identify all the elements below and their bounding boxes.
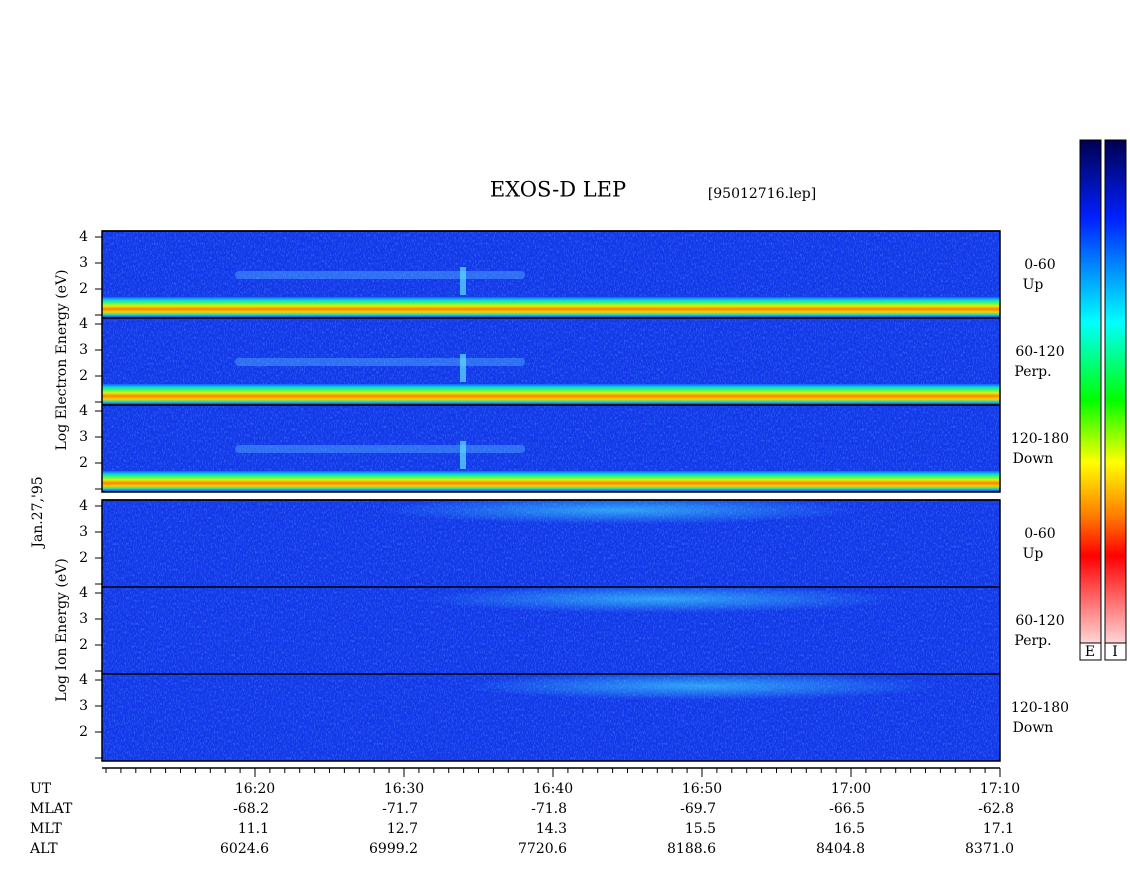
pitch-angle-label: 0-60 [1024,526,1055,542]
orbit-value: 8188.6 [667,841,716,857]
energy-tick-label: 4 [79,403,88,419]
orbit-value: 16.5 [834,821,865,837]
row-label: ALT [29,841,58,857]
orbit-value: 8404.8 [816,841,865,857]
energy-tick-label: 3 [79,255,88,271]
electron-axis-label: Log Electron Energy (eV) [54,269,70,450]
electron-stripe [102,297,1000,317]
colorbar-label: I [1112,644,1118,660]
orbit-value: -69.7 [680,801,716,817]
pitch-angle-label: 120-180 [1011,700,1069,716]
energy-tick-label: 4 [79,498,88,514]
orbit-value: 6024.6 [220,841,269,857]
energy-tick-label: 3 [79,698,88,714]
electron-stripe [102,384,1000,404]
energy-tick-label: 3 [79,524,88,540]
electron-feature [235,358,525,366]
energy-tick-label: 2 [79,368,88,384]
orbit-value: -62.8 [978,801,1014,817]
orbit-value: 12.7 [387,821,418,837]
electron-stripe [102,471,1000,491]
file-name: [95012716.lep] [708,186,816,202]
pitch-direction-label: Down [1013,720,1054,736]
row-label: UT [30,781,52,797]
colorbar-label-box [1079,642,1102,661]
orbit-value: 15.5 [685,821,716,837]
ut-label: 16:20 [235,781,275,797]
date-label: Jan.27,'95 [30,476,46,549]
orbit-value: 14.3 [536,821,567,837]
energy-tick-label: 3 [79,342,88,358]
colorbar-e [1079,139,1102,661]
energy-tick-label: 3 [79,611,88,627]
orbit-value: 6999.2 [369,841,418,857]
panel-frame [101,499,1001,762]
energy-tick-label: 4 [79,585,88,601]
electron-feature [460,267,466,295]
electron-feature [460,354,466,382]
pitch-direction-label: Up [1023,546,1044,562]
colorbar-i [1104,139,1127,661]
pitch-direction-label: Up [1023,277,1044,293]
pitch-angle-label: 0-60 [1024,257,1055,273]
electron-feature [460,441,466,469]
energy-tick-label: 4 [79,672,88,688]
electron-feature [235,271,525,279]
pitch-angle-label: 60-120 [1015,344,1064,360]
pitch-angle-label: 60-120 [1015,613,1064,629]
ion-axis-label: Log Ion Energy (eV) [54,558,70,701]
energy-tick-label: 2 [79,281,88,297]
orbit-value: 11.1 [238,821,269,837]
pitch-direction-label: Down [1013,451,1054,467]
electron-feature [235,445,525,453]
colorbar-label-box [1104,642,1127,661]
row-label: MLT [30,821,62,837]
title: EXOS-D LEP [490,178,626,202]
energy-tick-label: 2 [79,724,88,740]
ut-label: 16:40 [533,781,573,797]
ion-feature [420,585,900,613]
energy-tick-label: 2 [79,637,88,653]
energy-tick-label: 4 [79,316,88,332]
energy-tick-label: 2 [79,550,88,566]
pitch-direction-label: Perp. [1014,364,1051,380]
ut-label: 16:50 [682,781,722,797]
ut-label: 17:00 [831,781,871,797]
pitch-angle-label: 120-180 [1011,431,1069,447]
energy-tick-label: 4 [79,229,88,245]
ut-label: 16:30 [384,781,424,797]
orbit-value: -71.8 [531,801,567,817]
panel-frame [101,230,1001,493]
ion-feature [380,496,860,524]
energy-tick-label: 2 [79,455,88,471]
energy-tick-label: 3 [79,429,88,445]
ut-label: 17:10 [980,781,1020,797]
orbit-value: 17.1 [983,821,1014,837]
pitch-direction-label: Perp. [1014,633,1051,649]
colorbar-label: E [1085,644,1095,660]
orbit-value: 7720.6 [518,841,567,857]
orbit-value: -68.2 [233,801,269,817]
row-label: MLAT [30,801,73,817]
orbit-value: -71.7 [382,801,418,817]
orbit-value: 8371.0 [965,841,1014,857]
orbit-value: -66.5 [829,801,865,817]
ion-feature [460,672,940,700]
